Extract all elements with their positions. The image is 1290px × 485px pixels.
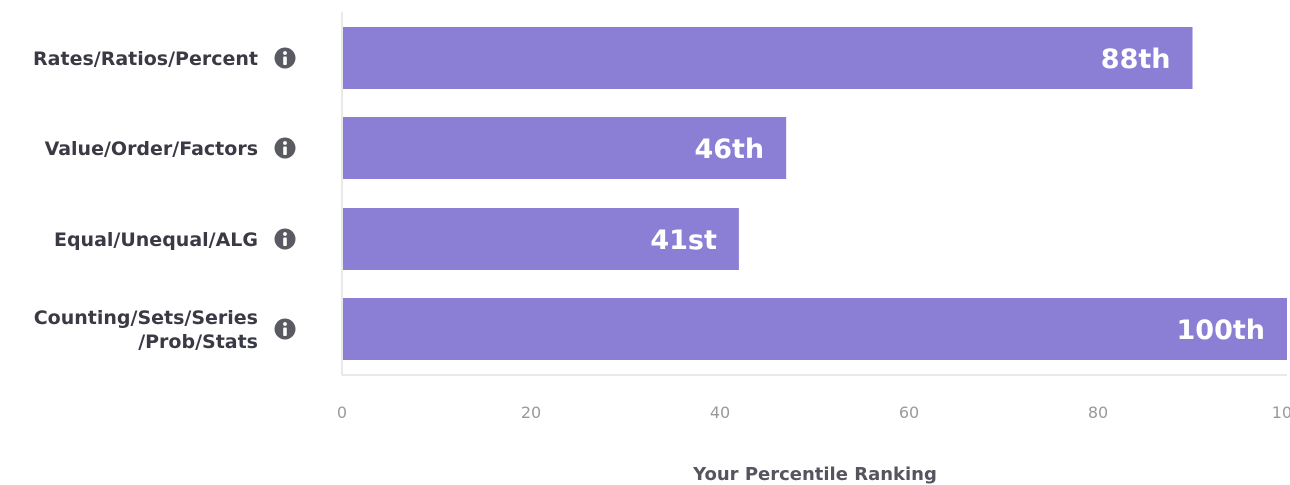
info-icon[interactable] <box>274 137 296 159</box>
bar-data-label: 46th <box>694 134 764 165</box>
info-icon[interactable] <box>274 318 296 340</box>
info-icon[interactable] <box>274 47 296 69</box>
bar <box>343 208 739 270</box>
x-tick-labels: 0 20 40 60 80 100 <box>337 403 1290 422</box>
x-tick-label: 40 <box>710 403 730 422</box>
x-tick-label: 20 <box>521 403 541 422</box>
info-icon[interactable] <box>274 228 296 250</box>
bar-data-label: 88th <box>1101 44 1171 75</box>
category-label: /Prob/Stats <box>138 331 258 353</box>
x-axis-title: Your Percentile Ranking <box>692 464 937 485</box>
x-tick-label: 60 <box>899 403 919 422</box>
x-axis <box>341 12 1287 376</box>
category-label: Value/Order/Factors <box>45 138 258 160</box>
category-labels: Rates/Ratios/Percent Value/Order/Factors E… <box>33 47 296 353</box>
category-label: Counting/Sets/Series <box>34 307 258 329</box>
category-label: Equal/Unequal/ALG <box>54 229 258 251</box>
bars: 88th 46th 41st 100th <box>343 27 1287 360</box>
category-label: Rates/Ratios/Percent <box>33 48 258 70</box>
bar-data-label: 100th <box>1177 315 1266 346</box>
bar <box>343 298 1287 360</box>
bar <box>343 117 787 179</box>
x-tick-label: 0 <box>337 403 347 422</box>
x-tick-label: 100 <box>1272 403 1290 422</box>
bar <box>343 27 1193 89</box>
bar-data-label: 41st <box>650 225 717 256</box>
x-tick-label: 80 <box>1088 403 1108 422</box>
